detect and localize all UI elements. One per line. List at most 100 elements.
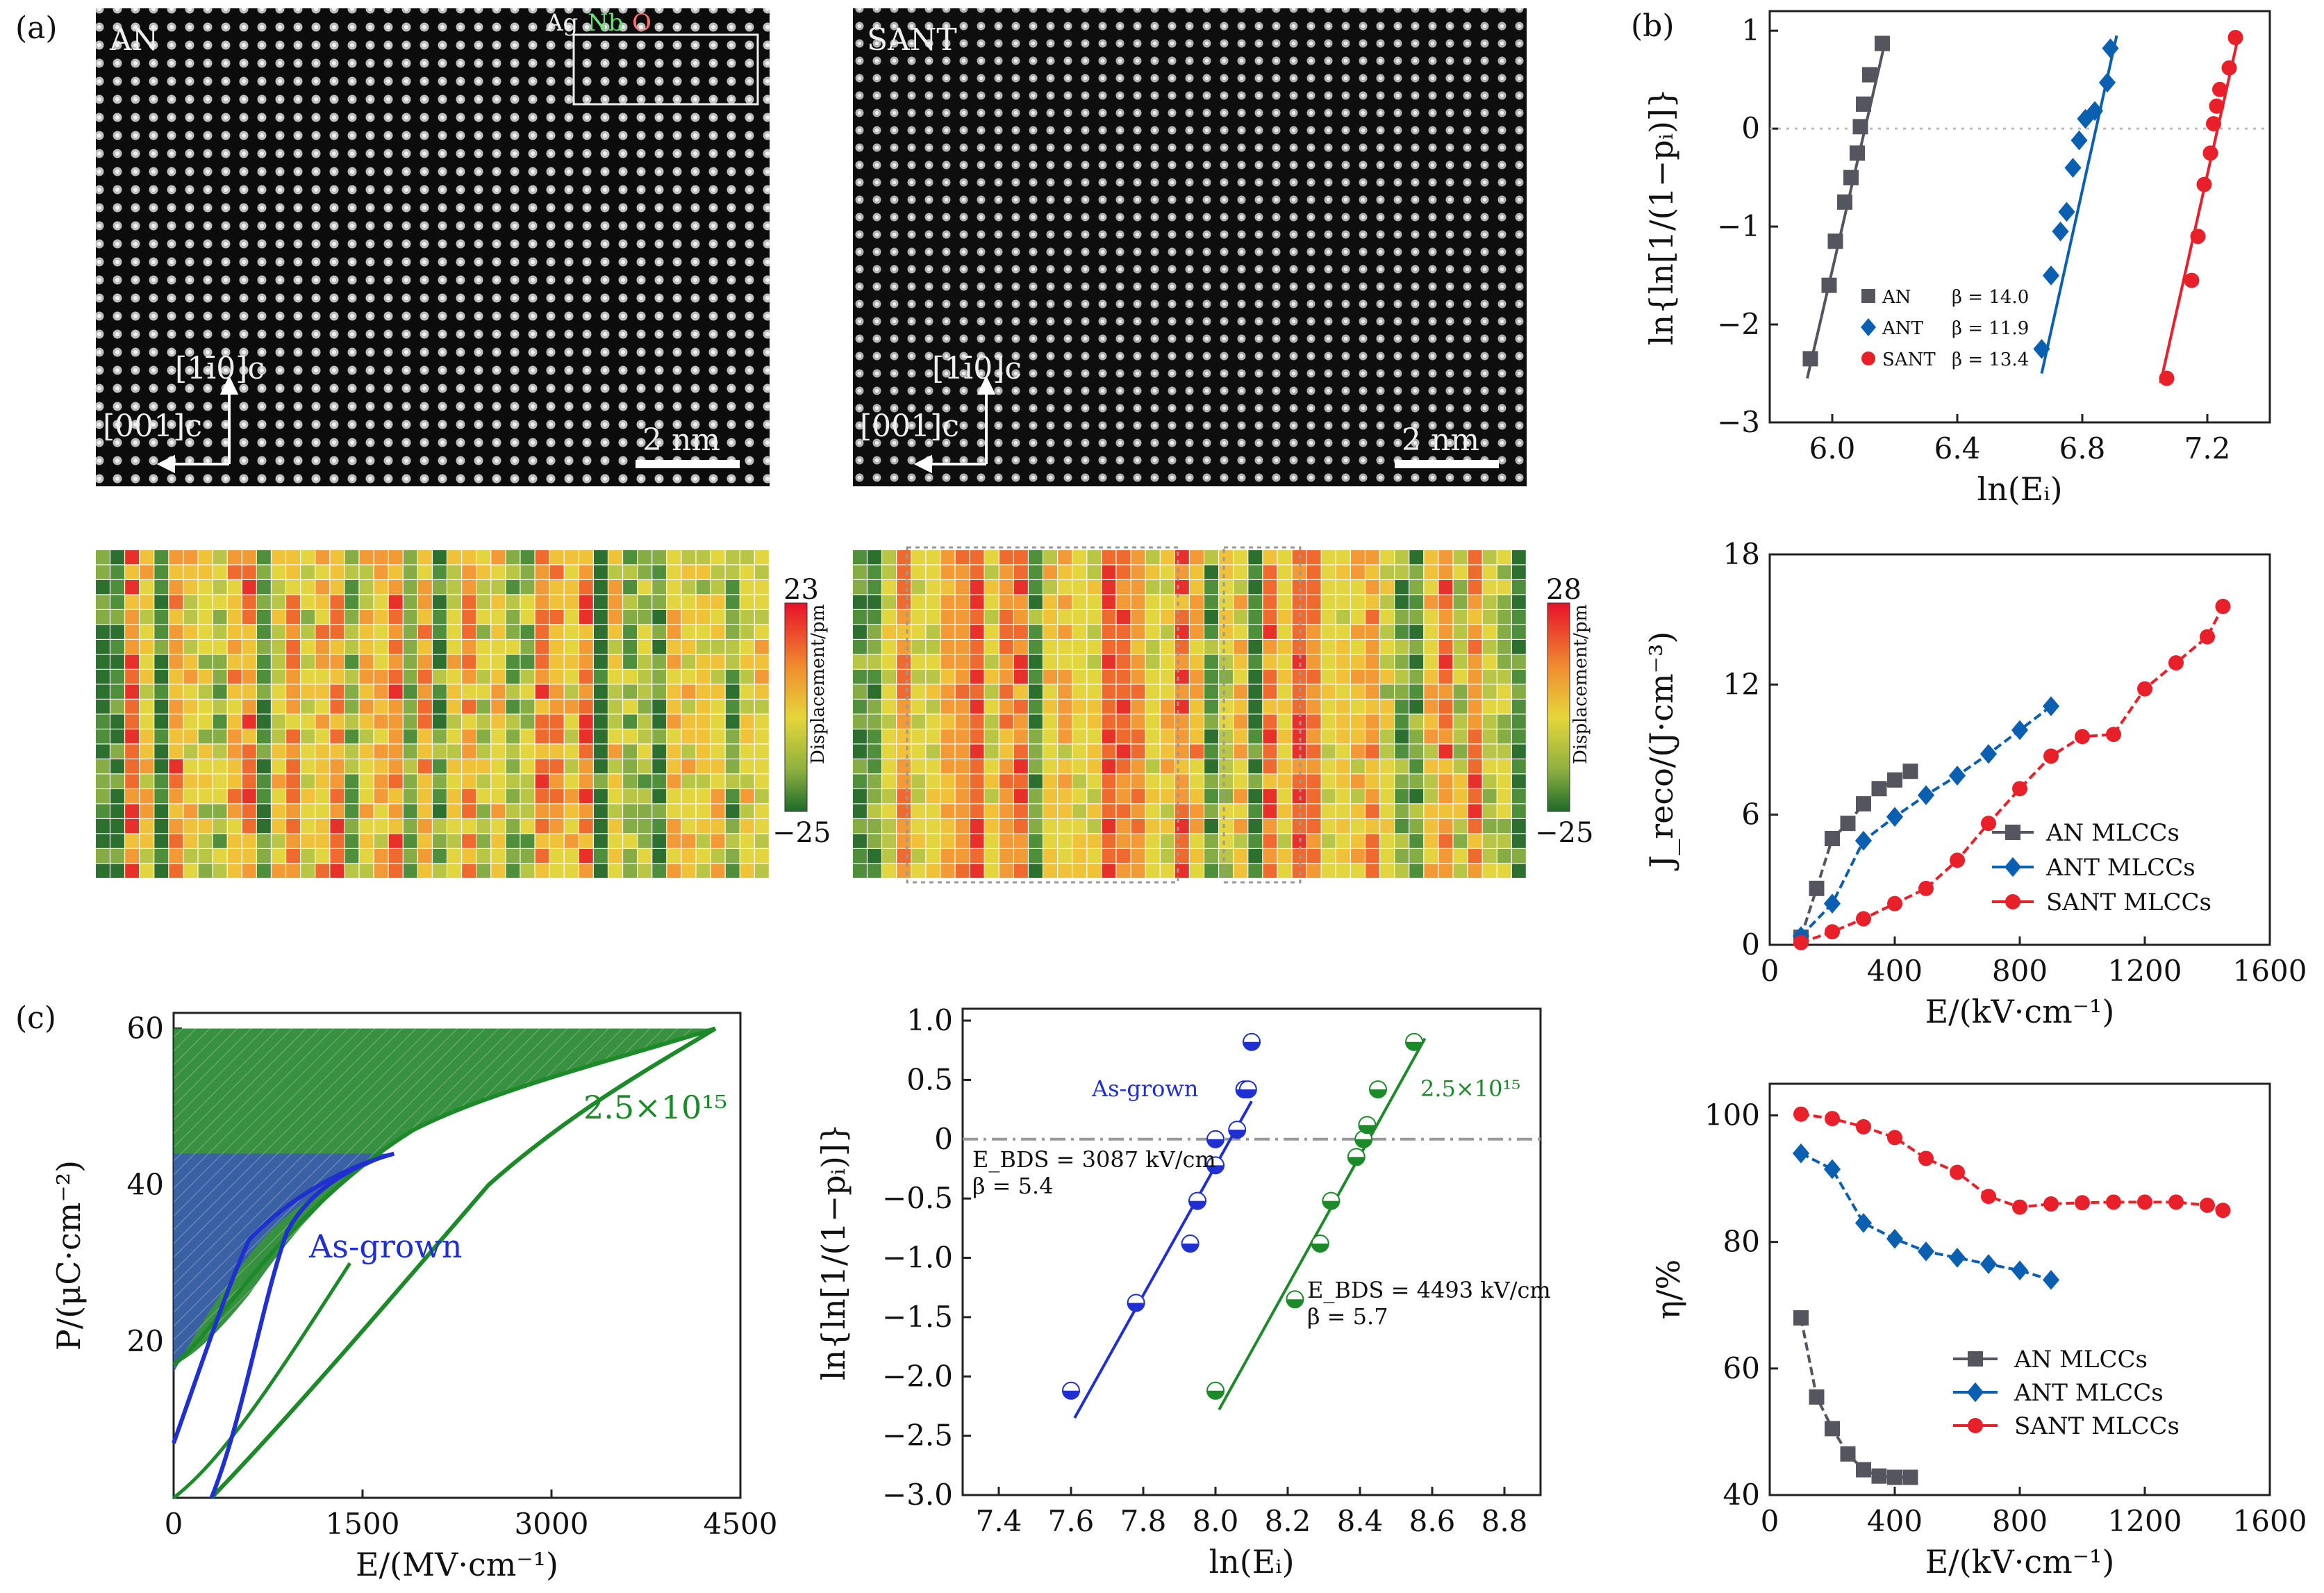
- map-cell: [1336, 640, 1350, 654]
- map-cell: [1336, 864, 1350, 878]
- map-cell: [154, 654, 169, 669]
- map-cell: [169, 610, 183, 625]
- map-cell: [1219, 580, 1234, 595]
- map-cell: [256, 759, 271, 774]
- map-cell: [652, 595, 667, 609]
- map-cell: [462, 550, 476, 565]
- map-cell: [955, 670, 970, 684]
- map-cell: [1175, 580, 1189, 595]
- map-cell: [564, 744, 579, 759]
- map-cell: [330, 700, 345, 714]
- map-cell: [638, 610, 652, 625]
- map-cell: [242, 819, 256, 834]
- map-cell: [1511, 700, 1526, 714]
- map-cell: [652, 565, 667, 579]
- map-cell: [476, 640, 491, 654]
- data-point: [2137, 681, 2152, 697]
- map-cell: [242, 744, 256, 759]
- map-cell: [256, 864, 271, 878]
- map-cell: [579, 670, 593, 684]
- map-cell: [1072, 640, 1087, 654]
- data-point: [1950, 1164, 1965, 1180]
- map-cell: [1131, 684, 1145, 699]
- map-cell: [1321, 729, 1336, 744]
- map-cell: [853, 729, 867, 744]
- map-cell: [1336, 849, 1350, 864]
- map-cell: [984, 625, 999, 639]
- map-cell: [462, 849, 476, 864]
- x-tick-label: 1200: [2108, 1504, 2182, 1538]
- map-cell: [1336, 714, 1350, 729]
- map-cell: [1013, 849, 1028, 864]
- map-cell: [1395, 654, 1409, 669]
- data-point: [1837, 194, 1852, 210]
- map-cell: [1409, 729, 1424, 744]
- map-cell: [1248, 684, 1263, 699]
- map-cell: [1321, 834, 1336, 848]
- map-cell: [227, 819, 242, 834]
- legend-name: AN MLCCs: [2045, 819, 2180, 847]
- map-cell: [183, 654, 198, 669]
- map-cell: [1380, 744, 1395, 759]
- map-cell: [1145, 864, 1160, 878]
- map-cell: [125, 714, 140, 729]
- map-cell: [1013, 684, 1028, 699]
- map-cell: [520, 640, 535, 654]
- map-cell: [286, 849, 301, 864]
- map-cell: [638, 700, 652, 714]
- map-cell: [711, 849, 725, 864]
- map-cell: [447, 684, 461, 699]
- map-cell: [984, 729, 999, 744]
- map-cell: [681, 610, 696, 625]
- map-cell: [564, 700, 579, 714]
- map-cell: [911, 744, 926, 759]
- data-point: [2168, 1194, 2184, 1210]
- map-cell: [403, 819, 417, 834]
- map-cell: [1234, 610, 1248, 625]
- data-point: [1968, 1351, 1983, 1367]
- map-cell: [301, 595, 315, 609]
- map-cell: [462, 729, 476, 744]
- map-cell: [667, 849, 681, 864]
- map-cell: [1424, 565, 1438, 579]
- map-cell: [1438, 774, 1453, 789]
- map-cell: [227, 595, 242, 609]
- map-cell: [374, 864, 388, 878]
- map-cell: [535, 834, 549, 848]
- map-cell: [926, 610, 940, 625]
- map-cell: [868, 610, 881, 625]
- map-cell: [1219, 654, 1234, 669]
- displacement-map-an: [96, 550, 769, 878]
- map-cell: [388, 684, 403, 699]
- map-cell: [1468, 834, 1482, 848]
- map-cell: [154, 625, 169, 639]
- legend-name: ANT MLCCs: [2045, 854, 2196, 882]
- map-cell: [1043, 684, 1058, 699]
- map-cell: [1409, 550, 1424, 565]
- map-cell: [110, 774, 124, 789]
- map-cell: [154, 789, 169, 804]
- map-cell: [940, 640, 955, 654]
- x-tick-label: 8.4: [1337, 1504, 1384, 1538]
- map-cell: [491, 565, 506, 579]
- map-cell: [1072, 759, 1087, 774]
- map-cell: [447, 834, 461, 848]
- map-cell: [1058, 729, 1072, 744]
- map-cell: [198, 774, 213, 789]
- map-cell: [1102, 610, 1116, 625]
- map-cell: [256, 849, 271, 864]
- map-cell: [96, 729, 110, 744]
- data-point: [2042, 265, 2060, 286]
- map-cell: [1043, 654, 1058, 669]
- map-cell: [1116, 834, 1131, 848]
- map-cell: [169, 580, 183, 595]
- map-cell: [462, 595, 476, 609]
- map-cell: [955, 684, 970, 699]
- map-cell: [667, 744, 681, 759]
- map-cell: [330, 804, 345, 818]
- map-cell: [1131, 819, 1145, 834]
- map-cell: [447, 625, 461, 639]
- map-cell: [984, 744, 999, 759]
- map-cell: [433, 834, 447, 848]
- map-cell: [638, 759, 652, 774]
